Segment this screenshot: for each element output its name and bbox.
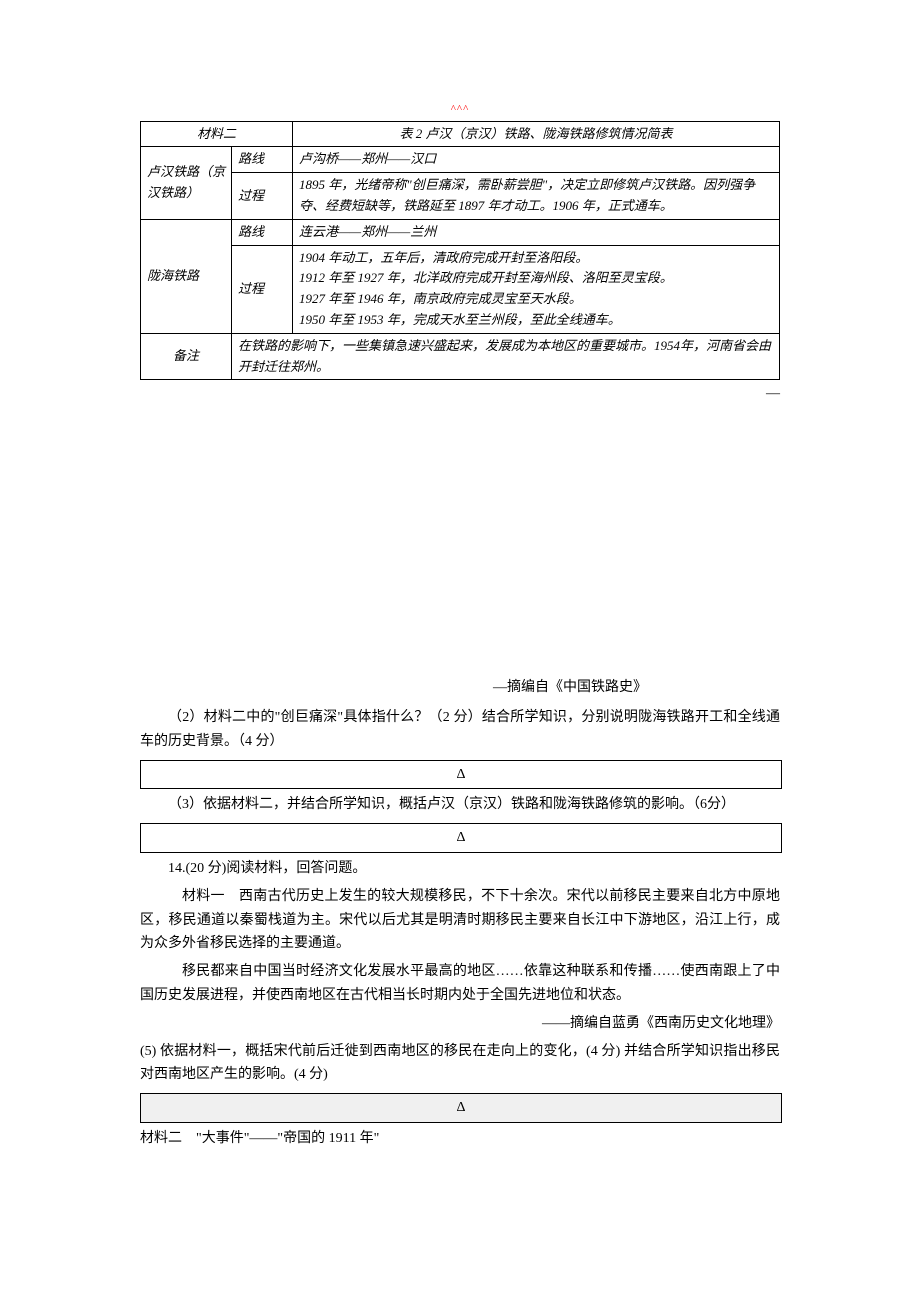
source-1: —摘编自《中国铁路史》 bbox=[140, 676, 780, 700]
longhai-process-line: 1912 年至 1927 年，北洋政府完成开封至海州段、洛阳至灵宝段。 bbox=[299, 268, 773, 289]
remark-value: 在铁路的影响下，一些集镇急速兴盛起来，发展成为本地区的重要城市。1954年，河南… bbox=[232, 333, 780, 380]
luhanset-route-value: 卢沟桥——郑州——汉口 bbox=[293, 147, 780, 173]
material-1-p1: 材料一 西南古代历史上发生的较大规模移民，不下十余次。宋代以前移民主要来自北方中… bbox=[140, 885, 780, 956]
spacer bbox=[140, 412, 780, 672]
longhai-route-value: 连云港——郑州——兰州 bbox=[293, 219, 780, 245]
note-dash: — bbox=[140, 382, 780, 406]
question-5: (5) 依据材料一，概括宋代前后迁徙到西南地区的移民在走向上的变化，(4 分) … bbox=[140, 1040, 780, 1088]
question-14-head: 14.(20 分)阅读材料，回答问题。 bbox=[140, 857, 780, 881]
question-3: （3）依据材料二，并结合所学知识，概括卢汉（京汉）铁路和陇海铁路修筑的影响。（6… bbox=[140, 793, 780, 817]
railway-table: 材料二 表 2 卢汉（京汉）铁路、陇海铁路修筑情况简表 卢汉铁路（京汉铁路） 路… bbox=[140, 121, 780, 381]
remark-row: 备注 在铁路的影响下，一些集镇急速兴盛起来，发展成为本地区的重要城市。1954年… bbox=[141, 333, 780, 380]
source-2: ——摘编自蓝勇《西南历史文化地理》 bbox=[140, 1012, 780, 1036]
caption-left: 材料二 bbox=[141, 121, 293, 147]
longhai-process-line: 1927 年至 1946 年，南京政府完成灵宝至天水段。 bbox=[299, 289, 773, 310]
longhai-process-value: 1904 年动工，五年后，清政府完成开封至洛阳段。 1912 年至 1927 年… bbox=[293, 245, 780, 333]
answer-box-q2: Δ bbox=[140, 760, 782, 790]
luhanset-route-row: 卢汉铁路（京汉铁路） 路线 卢沟桥——郑州——汉口 bbox=[141, 147, 780, 173]
question-2: （2）材料二中的"创巨痛深"具体指什么？（2 分）结合所学知识，分别说明陇海铁路… bbox=[140, 706, 780, 754]
longhai-route-label: 路线 bbox=[232, 219, 293, 245]
remark-label: 备注 bbox=[141, 333, 232, 380]
luhanset-process-label: 过程 bbox=[232, 173, 293, 220]
longhai-name: 陇海铁路 bbox=[141, 219, 232, 333]
longhai-process-line: 1904 年动工，五年后，清政府完成开封至洛阳段。 bbox=[299, 248, 773, 269]
luhanset-name: 卢汉铁路（京汉铁路） bbox=[141, 147, 232, 219]
luhanset-route-label: 路线 bbox=[232, 147, 293, 173]
longhai-process-line: 1950 年至 1953 年，完成天水至兰州段，至此全线通车。 bbox=[299, 310, 773, 331]
table-caption-row: 材料二 表 2 卢汉（京汉）铁路、陇海铁路修筑情况简表 bbox=[141, 121, 780, 147]
material-2: 材料二 "大事件"——"帝国的 1911 年" bbox=[140, 1127, 780, 1151]
luhanset-process-value: 1895 年，光绪帝称"创巨痛深，需卧薪尝胆"，决定立即修筑卢汉铁路。因列强争夺… bbox=[293, 173, 780, 220]
longhai-process-row: 过程 1904 年动工，五年后，清政府完成开封至洛阳段。 1912 年至 192… bbox=[141, 245, 780, 333]
longhai-process-label: 过程 bbox=[232, 245, 293, 333]
luhanset-process-row: 过程 1895 年，光绪帝称"创巨痛深，需卧薪尝胆"，决定立即修筑卢汉铁路。因列… bbox=[141, 173, 780, 220]
longhai-route-row: 陇海铁路 路线 连云港——郑州——兰州 bbox=[141, 219, 780, 245]
answer-box-q5: Δ bbox=[140, 1093, 782, 1123]
header-mark: ^^^ bbox=[140, 100, 780, 119]
caption-right: 表 2 卢汉（京汉）铁路、陇海铁路修筑情况简表 bbox=[293, 121, 780, 147]
material-1-p2: 移民都来自中国当时经济文化发展水平最高的地区……依靠这种联系和传播……使西南跟上… bbox=[140, 960, 780, 1008]
answer-box-q3: Δ bbox=[140, 823, 782, 853]
